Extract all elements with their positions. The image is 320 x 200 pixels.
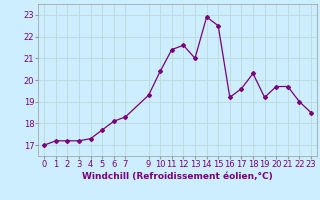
X-axis label: Windchill (Refroidissement éolien,°C): Windchill (Refroidissement éolien,°C) xyxy=(82,172,273,181)
